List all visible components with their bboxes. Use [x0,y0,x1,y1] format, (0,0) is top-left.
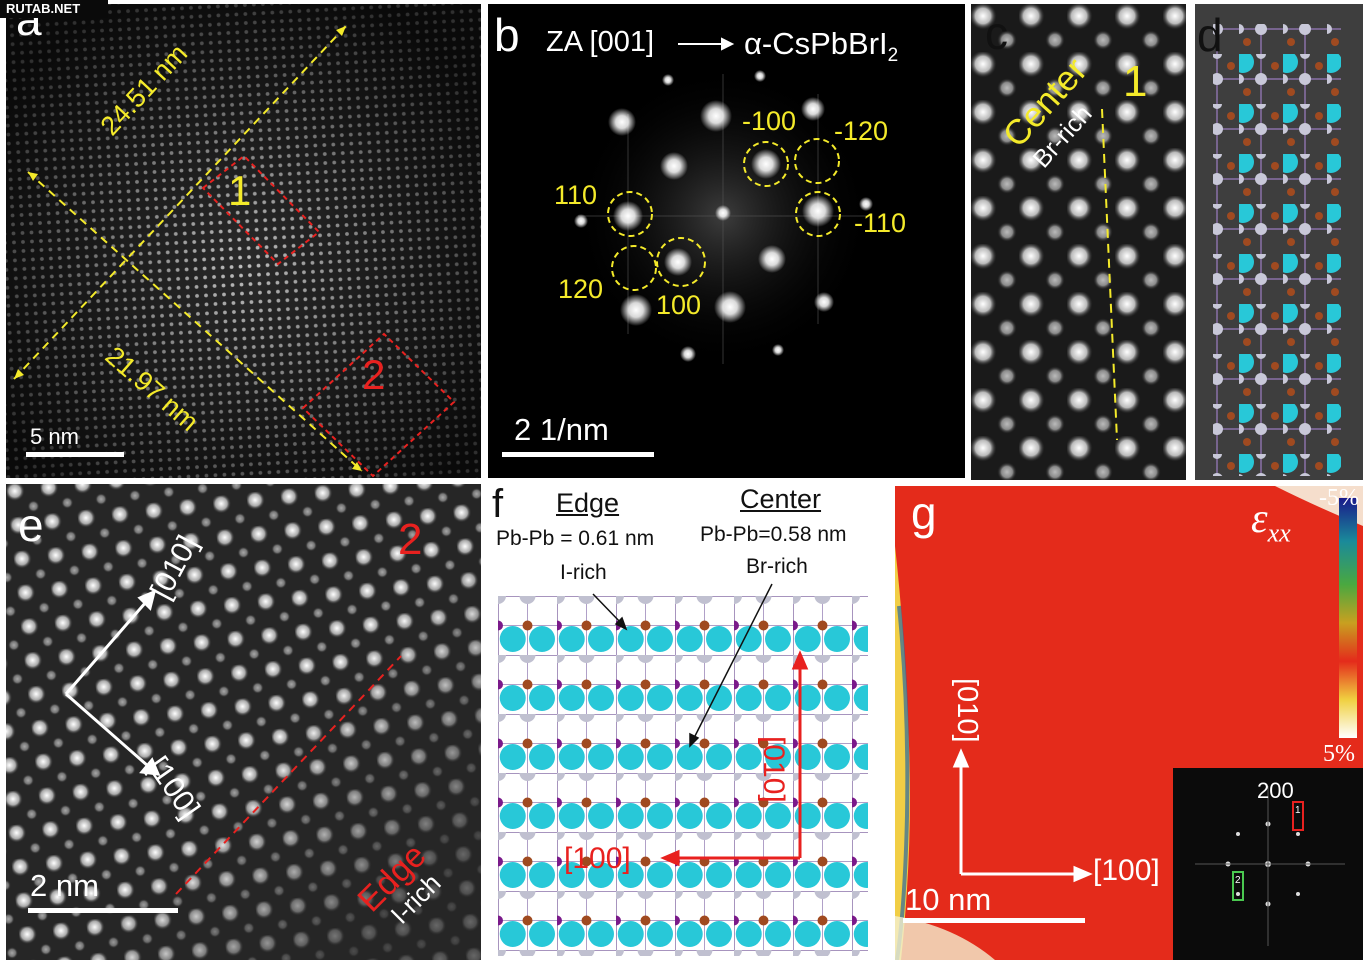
region-label: 1 [1123,57,1148,106]
panel-e: e 2 [010] [100] Edge I-rich 2 nm [6,484,481,960]
edge-distance: Pb-Pb = 0.61 nm [496,527,655,550]
phase-label: α-CsPbBrI2 [744,28,898,65]
diffraction-pattern [573,37,873,366]
watermark: RUTAB.NET [0,0,108,18]
colorbar-min-label: 5% [1323,741,1355,767]
panel-d: d [1195,4,1363,480]
inset-reflection-label: 200 [1257,778,1294,803]
panel-c-graphics [971,4,1186,480]
region-label: 1 [228,167,252,214]
scale-label: 2 nm [30,868,99,903]
crystal-model [1213,24,1341,476]
composition-label: Br-rich [746,555,808,578]
region-label: 2 [362,351,386,398]
panel-letter: d [1197,9,1223,61]
crystal-structure-model [498,583,868,956]
panel-f: f Edge Center Pb-Pb = 0.61 nm Pb-Pb=0.58… [488,484,888,960]
scale-bar [903,918,1085,923]
panel-c: c Center Br-rich 1 [971,4,1186,480]
panel-letter: g [911,487,937,539]
direction-label: [100] [564,842,631,875]
region-label: 2 [398,515,423,564]
panel-letter: e [18,499,44,551]
panel-letter: c [985,7,1008,59]
direction-label: [010] [757,736,790,803]
scale-label: 5 nm [30,424,79,449]
panel-b: b ZA [001] α-CsPbBrI2 -100 -120 110 -110… [488,4,965,478]
panel-letter: f [492,484,504,526]
strain-subscript: xx [1267,518,1291,548]
scale-bar [28,908,178,913]
strain-component-label: εxx [1251,498,1291,546]
strain-symbol: ε [1251,496,1268,542]
strain-map [895,486,1363,960]
panel-g: g εxx -5% 5% [010] [100] 10 nm 200 1 2 [895,486,1363,960]
scale-bar [502,452,654,457]
composition-label: I-rich [560,561,607,584]
spot-index-label: -120 [834,116,889,146]
center-distance: Pb-Pb=0.58 nm [700,523,847,546]
spot-index-label: 100 [656,290,702,320]
spot-index-label: 110 [554,180,598,210]
colorbar-max-label: -5% [1319,486,1359,511]
direction-label: [100] [1093,854,1160,887]
inset-box-label: 1 [1295,805,1301,816]
spot-index-label: -110 [854,208,907,238]
edge-heading: Edge [556,488,620,518]
center-heading: Center [740,484,822,514]
panel-a-graphics [6,4,481,478]
inset-box-label: 2 [1235,875,1241,886]
direction-label: [010] [951,678,983,743]
panel-a: a 24.51 nm 21.97 nm 1 2 5 nm [6,4,481,478]
scale-label: 2 1/nm [514,412,609,447]
scale-bar [26,452,124,457]
panel-e-graphics [6,484,481,960]
zone-axis-label: ZA [001] [546,26,655,58]
phase-name: α-CsPbBrI [744,26,888,61]
scale-label: 10 nm [905,882,992,917]
spot-index-label: 120 [558,274,604,304]
spot-index-label: -100 [742,106,797,136]
panel-letter: b [494,9,520,61]
phase-subscript: 2 [887,45,899,67]
